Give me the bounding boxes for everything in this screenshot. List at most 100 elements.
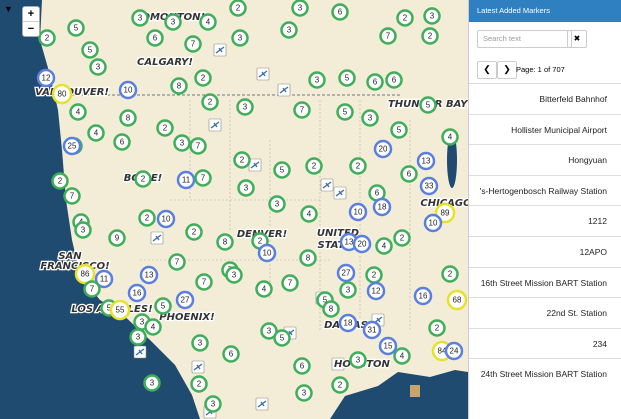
cluster-marker[interactable] bbox=[366, 281, 386, 301]
cluster-marker[interactable] bbox=[38, 29, 56, 47]
cluster-marker[interactable] bbox=[361, 109, 379, 127]
cluster-marker[interactable] bbox=[229, 0, 247, 17]
cluster-marker[interactable] bbox=[109, 299, 131, 321]
cluster-marker[interactable] bbox=[349, 157, 367, 175]
cluster-marker[interactable] bbox=[129, 328, 147, 346]
cluster-marker[interactable] bbox=[81, 41, 99, 59]
cluster-marker[interactable] bbox=[225, 266, 243, 284]
cluster-marker[interactable] bbox=[385, 71, 403, 89]
cluster-marker[interactable] bbox=[375, 237, 393, 255]
cluster-marker[interactable] bbox=[396, 9, 414, 27]
cluster-marker[interactable] bbox=[195, 273, 213, 291]
cluster-marker[interactable] bbox=[113, 133, 131, 151]
cluster-marker[interactable] bbox=[185, 223, 203, 241]
cluster-marker[interactable] bbox=[173, 134, 191, 152]
cluster-marker[interactable] bbox=[176, 170, 196, 190]
cluster-marker[interactable] bbox=[338, 69, 356, 87]
cluster-marker[interactable] bbox=[131, 9, 149, 27]
cluster-marker[interactable] bbox=[419, 96, 437, 114]
list-item[interactable]: 12APO bbox=[469, 235, 621, 267]
cluster-marker[interactable] bbox=[231, 29, 249, 47]
cluster-marker[interactable] bbox=[349, 351, 367, 369]
cluster-marker[interactable] bbox=[434, 202, 456, 224]
cluster-marker[interactable] bbox=[204, 395, 222, 413]
cluster-marker[interactable] bbox=[89, 58, 107, 76]
cluster-marker[interactable] bbox=[257, 243, 277, 263]
cluster-marker[interactable] bbox=[390, 121, 408, 139]
cluster-marker[interactable] bbox=[421, 27, 439, 45]
clear-button[interactable]: ✖ bbox=[567, 30, 587, 48]
cluster-marker[interactable] bbox=[268, 195, 286, 213]
cluster-marker[interactable] bbox=[280, 21, 298, 39]
search-input[interactable]: Search text bbox=[477, 30, 572, 48]
cluster-marker[interactable] bbox=[94, 269, 114, 289]
cluster-marker[interactable] bbox=[168, 253, 186, 271]
cluster-marker[interactable] bbox=[51, 83, 73, 105]
list-item[interactable]: 24th Street Mission BART Station bbox=[469, 358, 621, 389]
cluster-marker[interactable] bbox=[108, 229, 126, 247]
cluster-marker[interactable] bbox=[393, 347, 411, 365]
cluster-marker[interactable] bbox=[216, 233, 234, 251]
cluster-marker[interactable] bbox=[118, 80, 138, 100]
zoom-in[interactable]: + bbox=[23, 7, 39, 22]
zoom-out[interactable]: − bbox=[27, 23, 35, 35]
cluster-marker[interactable] bbox=[146, 29, 164, 47]
cluster-marker[interactable] bbox=[400, 165, 418, 183]
cluster-marker[interactable] bbox=[336, 103, 354, 121]
cluster-marker[interactable] bbox=[362, 320, 382, 340]
cluster-marker[interactable] bbox=[336, 263, 356, 283]
filter-icon[interactable]: ▼ bbox=[4, 4, 13, 14]
cluster-marker[interactable] bbox=[190, 375, 208, 393]
cluster-marker[interactable] bbox=[63, 187, 81, 205]
cluster-marker[interactable] bbox=[273, 161, 291, 179]
list-item[interactable]: 1212 bbox=[469, 205, 621, 236]
list-item[interactable]: Bitterfeld Bahnhof bbox=[469, 83, 621, 114]
cluster-marker[interactable] bbox=[194, 69, 212, 87]
cluster-marker[interactable] bbox=[352, 234, 372, 254]
cluster-marker[interactable] bbox=[441, 128, 459, 146]
cluster-marker[interactable] bbox=[423, 213, 443, 233]
cluster-marker[interactable] bbox=[222, 345, 240, 363]
cluster-marker[interactable] bbox=[36, 68, 56, 88]
cluster-marker[interactable] bbox=[144, 318, 162, 336]
cluster-marker[interactable] bbox=[175, 290, 195, 310]
cluster-marker[interactable] bbox=[191, 334, 209, 352]
cluster-marker[interactable] bbox=[444, 341, 464, 361]
list-item[interactable]: 's-Hertogenbosch Railway Station bbox=[469, 174, 621, 206]
cluster-marker[interactable] bbox=[295, 384, 313, 402]
cluster-marker[interactable] bbox=[74, 263, 96, 285]
cluster-marker[interactable] bbox=[134, 170, 152, 188]
cluster-marker[interactable] bbox=[139, 265, 159, 285]
cluster-marker[interactable] bbox=[293, 101, 311, 119]
cluster-marker[interactable] bbox=[199, 13, 217, 31]
cluster-marker[interactable] bbox=[419, 176, 439, 196]
cluster-marker[interactable] bbox=[331, 376, 349, 394]
cluster-marker[interactable] bbox=[201, 93, 219, 111]
cluster-marker[interactable] bbox=[305, 157, 323, 175]
cluster-marker[interactable] bbox=[308, 71, 326, 89]
cluster-marker[interactable] bbox=[423, 7, 441, 25]
cluster-marker[interactable] bbox=[281, 274, 299, 292]
list-item[interactable]: 22nd St. Station bbox=[469, 297, 621, 328]
cluster-marker[interactable] bbox=[233, 151, 251, 169]
cluster-marker[interactable] bbox=[300, 205, 318, 223]
cluster-marker[interactable] bbox=[62, 136, 82, 156]
list-item[interactable]: Hongyuan bbox=[469, 144, 621, 175]
cluster-marker[interactable] bbox=[143, 374, 161, 392]
cluster-marker[interactable] bbox=[170, 77, 188, 95]
cluster-marker[interactable] bbox=[441, 265, 459, 283]
cluster-marker[interactable] bbox=[156, 119, 174, 137]
cluster-marker[interactable] bbox=[74, 221, 92, 239]
cluster-marker[interactable] bbox=[416, 151, 436, 171]
cluster-marker[interactable] bbox=[366, 73, 384, 91]
cluster-marker[interactable] bbox=[156, 209, 176, 229]
cluster-marker[interactable] bbox=[237, 179, 255, 197]
cluster-marker[interactable] bbox=[446, 289, 468, 311]
cluster-marker[interactable] bbox=[164, 13, 182, 31]
cluster-marker[interactable] bbox=[291, 0, 309, 17]
cluster-marker[interactable] bbox=[189, 137, 207, 155]
list-item[interactable]: Hollister Municipal Airport bbox=[469, 113, 621, 145]
cluster-marker[interactable] bbox=[138, 209, 156, 227]
cluster-marker[interactable] bbox=[373, 139, 393, 159]
cluster-marker[interactable] bbox=[154, 297, 172, 315]
